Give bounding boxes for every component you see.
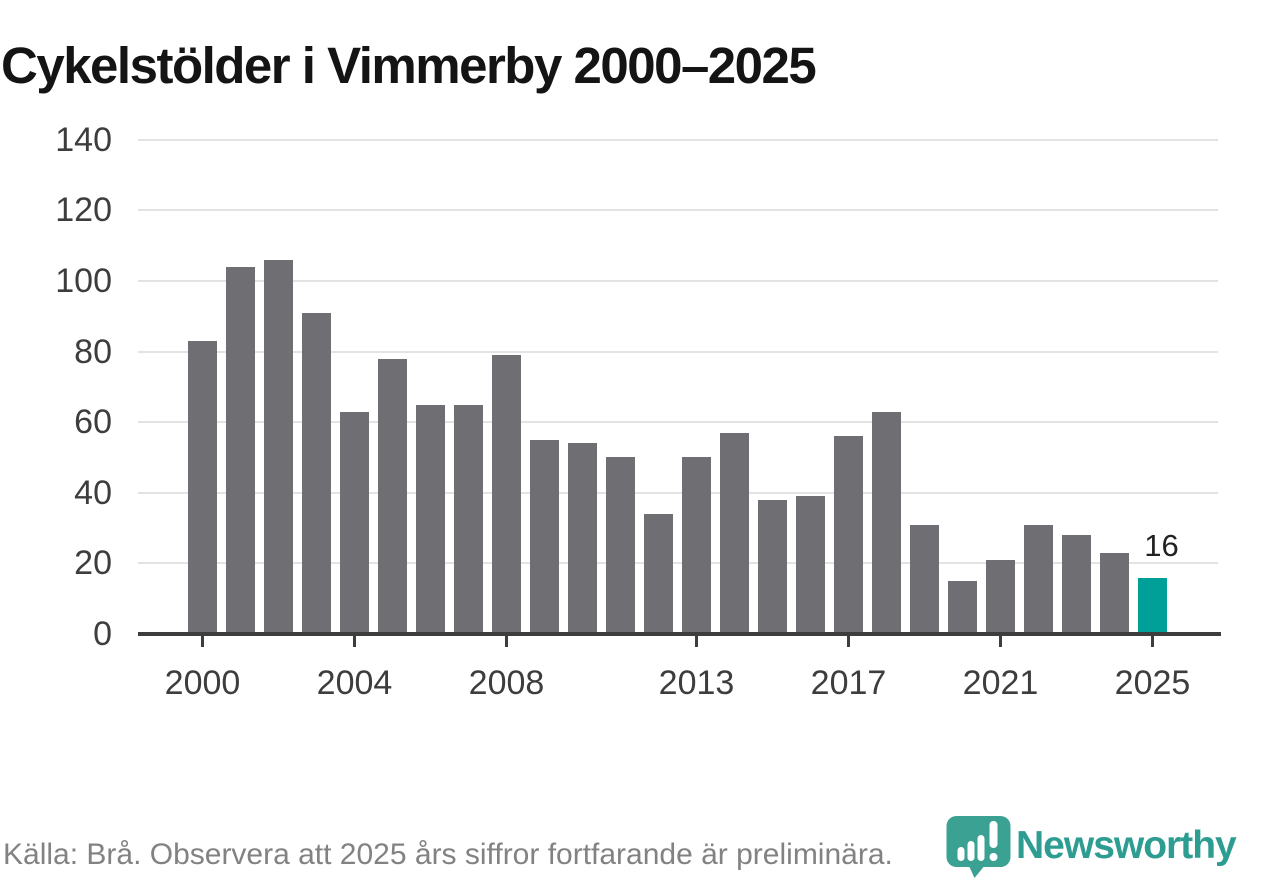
bar [682, 457, 711, 634]
bar [340, 412, 369, 634]
chart-title: Cykelstölder i Vimmerby 2000–2025 [1, 37, 817, 95]
y-axis-tick-label: 0 [93, 615, 112, 653]
x-axis-tick-label: 2000 [164, 664, 241, 702]
bar [530, 440, 559, 634]
newsworthy-logo: Newsworthy [946, 816, 1237, 879]
bar-highlighted [1138, 578, 1167, 634]
y-gridline [138, 562, 1218, 565]
bar [568, 443, 597, 634]
bar [416, 405, 445, 634]
bar-value-label: 16 [1144, 528, 1179, 563]
newsworthy-wordmark: Newsworthy [1016, 824, 1237, 867]
x-axis-tick-label: 2025 [1114, 664, 1191, 702]
bar [1024, 525, 1053, 634]
x-axis-tick [1151, 636, 1154, 647]
y-axis-tick-label: 120 [55, 191, 112, 230]
bar [910, 525, 939, 634]
bar [796, 496, 825, 634]
bar [454, 405, 483, 634]
x-axis-tick-label: 2004 [316, 664, 393, 702]
x-axis-tick-label: 2013 [658, 664, 735, 702]
x-axis-tick-label: 2017 [810, 664, 887, 702]
bar [492, 355, 521, 634]
bar [1100, 553, 1129, 634]
x-axis-tick [695, 636, 698, 647]
y-gridline [138, 209, 1218, 212]
bar [986, 560, 1015, 634]
y-axis-tick-label: 40 [74, 473, 112, 512]
bar [758, 500, 787, 634]
x-axis-baseline [138, 632, 1221, 636]
y-axis-tick-label: 140 [55, 120, 112, 159]
bar [872, 412, 901, 634]
y-axis-tick-label: 20 [74, 544, 112, 583]
y-gridline [138, 350, 1218, 353]
bar [720, 433, 749, 634]
y-gridline [138, 491, 1218, 494]
bar [302, 313, 331, 634]
bar [378, 359, 407, 634]
y-axis-tick-label: 100 [55, 262, 112, 300]
x-axis-tick [353, 636, 356, 647]
bar [606, 457, 635, 634]
source-note: Källa: Brå. Observera att 2025 års siffr… [3, 838, 893, 871]
newsworthy-pin-icon [946, 816, 1011, 879]
bar [188, 341, 217, 634]
x-axis-tick [201, 636, 204, 647]
y-gridline [138, 421, 1218, 424]
bar [834, 436, 863, 634]
bar [226, 267, 255, 634]
x-axis-tick [999, 636, 1002, 647]
x-axis-tick [505, 636, 508, 647]
x-axis-tick-label: 2021 [962, 664, 1039, 702]
x-axis-tick-label: 2008 [468, 664, 545, 702]
y-gridline [138, 138, 1218, 141]
bar [948, 581, 977, 634]
y-gridline [138, 280, 1218, 282]
bar [264, 260, 293, 634]
bar [644, 514, 673, 634]
bar [1062, 535, 1091, 634]
y-axis-tick-label: 60 [74, 403, 112, 442]
y-axis-tick-label: 80 [74, 332, 112, 371]
x-axis-tick [847, 636, 850, 647]
